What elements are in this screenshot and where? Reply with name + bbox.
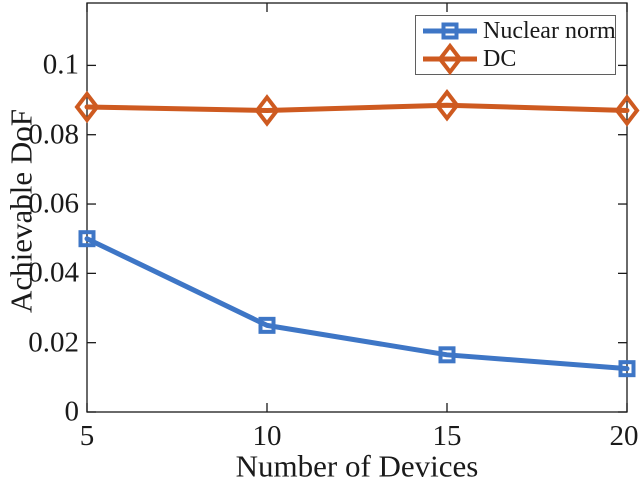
y-tick-label: 0: [64, 395, 80, 428]
y-axis-title: Achievable DoF: [3, 108, 39, 314]
axes-box: [86, 2, 628, 413]
y-tick-label: 0.08: [28, 118, 79, 151]
diamond-marker-icon: [254, 94, 280, 127]
square-marker-icon: [441, 22, 459, 40]
legend-item-dc: DC: [423, 43, 615, 76]
diamond-marker-icon: [614, 94, 640, 127]
y-tick-label: 0.06: [28, 187, 79, 220]
square-marker-icon: [618, 360, 636, 378]
series-line-nuclear-norm: [84, 236, 630, 372]
legend: Nuclear norm DC: [415, 15, 616, 76]
nuclear-norm-line-square-icon: [423, 22, 477, 40]
diamond-marker-icon: [437, 43, 463, 76]
x-tick-label: 5: [79, 420, 95, 452]
diamond-marker-icon: [434, 88, 460, 122]
x-tick-label: 20: [609, 420, 639, 452]
square-marker-icon: [78, 230, 96, 248]
x-tick-label: 15: [432, 420, 462, 452]
y-tick-label: 0.04: [28, 256, 79, 289]
square-marker-icon: [438, 346, 456, 364]
legend-label-dc: DC: [483, 46, 517, 73]
dc-line-diamond-icon: [423, 43, 477, 76]
x-axis-title: Number of Devices: [235, 448, 479, 484]
diamond-marker-icon: [74, 90, 100, 124]
series-line-dc: [84, 102, 630, 113]
y-tick-label: 0.1: [42, 48, 79, 81]
legend-item-nuclear-norm: Nuclear norm: [423, 17, 616, 45]
legend-label-nuclear-norm: Nuclear norm: [483, 17, 616, 44]
x-tick-label: 10: [252, 420, 282, 452]
y-tick-label: 0.02: [28, 326, 79, 359]
square-marker-icon: [258, 316, 276, 334]
